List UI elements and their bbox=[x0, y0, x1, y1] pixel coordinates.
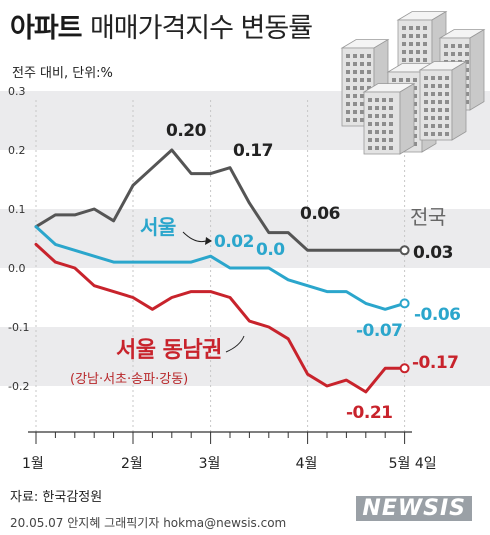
series-label-seoul: 서울 bbox=[140, 215, 176, 239]
pointer-line bbox=[225, 335, 245, 353]
y-tick-label: -0.1 bbox=[8, 321, 29, 334]
pointer-arrow bbox=[182, 231, 207, 243]
building-icon bbox=[418, 60, 468, 141]
title-rest: 매매가격지수 변동률 bbox=[89, 13, 313, 44]
credit-line: 20.05.07 안지혜 그래픽기자 hokma@newsis.com bbox=[10, 516, 287, 530]
series-line-southeast bbox=[34, 242, 407, 394]
endpoint-marker-seoul bbox=[399, 298, 410, 309]
series-line-seoul bbox=[34, 225, 407, 311]
x-tick-label: 5월 4일 bbox=[389, 456, 437, 472]
band-0.0-0.1 bbox=[0, 209, 490, 268]
chart-title: 아파트 매매가격지수 변동률 bbox=[10, 6, 313, 45]
building-icon bbox=[362, 82, 416, 155]
x-tick-label: 1월 bbox=[22, 456, 44, 472]
y-tick-label: 0.2 bbox=[8, 144, 26, 157]
y-tick-label: 0.3 bbox=[8, 85, 26, 98]
data-label: 0.20 bbox=[166, 121, 207, 141]
data-label: -0.06 bbox=[414, 305, 461, 325]
southeast-subnote: (강남·서초·송파·강동) bbox=[70, 372, 189, 387]
apartment-buildings-illustration bbox=[340, 10, 486, 155]
data-label: -0.21 bbox=[346, 403, 393, 423]
data-label: 0.02 bbox=[214, 232, 254, 252]
x-tick-label: 4월 bbox=[296, 456, 318, 472]
y-tick-label: -0.2 bbox=[8, 380, 29, 393]
data-label: -0.07 bbox=[356, 321, 403, 341]
newsis-logo: NEWSIS bbox=[356, 496, 472, 521]
chart-subtitle: 전주 대비, 단위:% bbox=[12, 66, 113, 81]
y-tick-label: 0.0 bbox=[8, 262, 26, 275]
data-label: 0.03 bbox=[413, 243, 453, 263]
arrow-head bbox=[205, 237, 212, 245]
band-neg0.1-neg0.2 bbox=[0, 327, 490, 386]
x-tick-label: 3월 bbox=[199, 456, 221, 472]
title-bold: 아파트 bbox=[10, 13, 83, 44]
endpoint-marker-southeast bbox=[399, 363, 410, 374]
data-label: -0.17 bbox=[412, 353, 459, 373]
series-line-national bbox=[34, 148, 407, 252]
data-label: 0.0 bbox=[256, 240, 285, 260]
data-label: 0.06 bbox=[300, 204, 340, 224]
x-tick-label: 2월 bbox=[121, 456, 143, 472]
series-label-southeast: 서울 동남권 bbox=[116, 338, 222, 363]
source-note: 자료: 한국감정원 bbox=[10, 490, 103, 505]
endpoint-marker-national bbox=[399, 245, 410, 256]
y-tick-label: 0.1 bbox=[8, 203, 26, 216]
data-label: 0.17 bbox=[233, 141, 273, 161]
series-label-national: 전국 bbox=[410, 205, 446, 229]
